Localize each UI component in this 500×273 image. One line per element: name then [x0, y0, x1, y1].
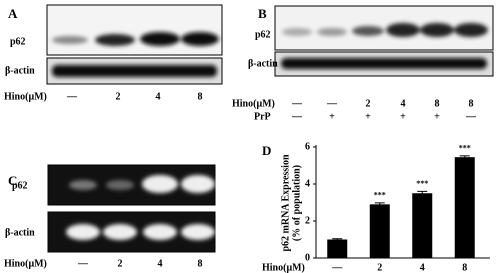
- significance-label: ***: [416, 179, 428, 188]
- significance-label: ***: [374, 191, 386, 200]
- y-tick-label: 6: [305, 141, 310, 152]
- lane-label: —: [77, 258, 89, 269]
- y-tick-label: 2: [305, 215, 310, 226]
- x-tick-label: —: [331, 262, 343, 273]
- row-label: β-actin: [5, 65, 35, 76]
- treatment-label: Hino(μM): [4, 258, 47, 269]
- lane-label: 2: [118, 258, 123, 269]
- lane-label: 2: [116, 91, 121, 102]
- y-tick-label: 4: [305, 178, 310, 189]
- panel-label: D: [262, 143, 271, 158]
- y-tick-label: 0: [305, 252, 310, 263]
- bar: [369, 204, 390, 258]
- lane-label: —: [326, 98, 338, 109]
- row-label: β-actin: [248, 58, 278, 69]
- significance-label: ***: [459, 144, 471, 153]
- bands: [52, 65, 217, 77]
- y-axis-label: p62 mRNA Expression: [280, 154, 291, 251]
- lane-label: 2: [366, 98, 371, 109]
- treatment-label: PrP: [254, 111, 271, 122]
- lane-label: +: [365, 111, 371, 122]
- lane-label: 4: [401, 98, 406, 109]
- lane-label: —: [66, 91, 78, 102]
- lane-label: 8: [469, 98, 474, 109]
- row-label: β-actin: [5, 227, 35, 238]
- lane-label: +: [434, 111, 440, 122]
- lane-label: —: [291, 98, 303, 109]
- row-label: p62: [10, 36, 26, 47]
- lane-label: 4: [156, 91, 161, 102]
- x-tick-label: 2: [377, 262, 382, 273]
- lane-label: —: [291, 111, 303, 122]
- panel-label: B: [258, 6, 267, 21]
- lane-label: 4: [158, 258, 163, 269]
- bar: [327, 239, 348, 258]
- y-axis-label: (% of population): [291, 165, 302, 241]
- bands: [66, 224, 215, 240]
- bar: [454, 157, 475, 258]
- row-label: p62: [12, 180, 28, 191]
- lane-label: +: [329, 111, 335, 122]
- lane-label: —: [465, 111, 477, 122]
- row-label: p62: [255, 29, 271, 40]
- lane-label: 8: [435, 98, 440, 109]
- bar: [412, 193, 433, 258]
- bands: [69, 175, 215, 193]
- lane-label: +: [400, 111, 406, 122]
- treatment-label: Hino(μM): [4, 91, 47, 102]
- bands: [52, 32, 219, 46]
- panel-label: C: [8, 173, 17, 188]
- x-axis-label: Hino(μM): [262, 262, 305, 273]
- error-bar: [374, 202, 385, 207]
- treatment-label: Hino(μM): [232, 98, 275, 109]
- x-tick-label: 8: [462, 262, 467, 273]
- error-bar: [332, 238, 343, 241]
- error-bar: [417, 190, 428, 196]
- lane-label: 8: [198, 91, 203, 102]
- panel-label: A: [8, 6, 18, 21]
- bands: [282, 23, 488, 37]
- error-bar: [459, 155, 470, 159]
- blot-frame: [46, 4, 223, 56]
- x-tick-label: 4: [420, 262, 425, 273]
- bands: [281, 58, 487, 69]
- lane-label: 8: [198, 258, 203, 269]
